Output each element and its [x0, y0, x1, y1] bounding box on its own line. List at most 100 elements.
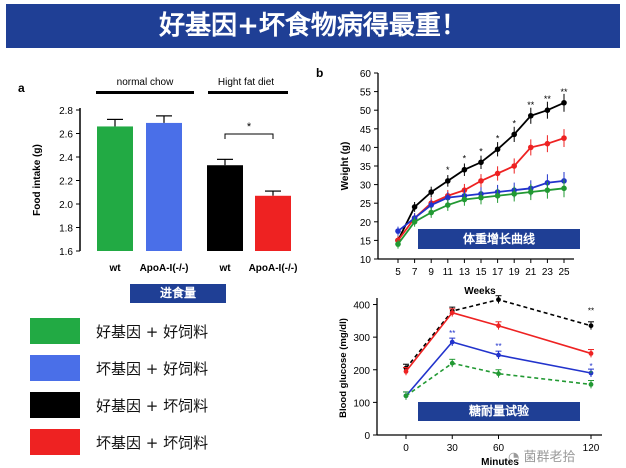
- panel-label: b: [316, 66, 323, 80]
- data-point: [511, 163, 517, 169]
- data-point: [411, 219, 418, 225]
- bar-3: [207, 165, 243, 251]
- series-line-4: [405, 362, 592, 397]
- significance-mark: *: [479, 146, 483, 156]
- significance-mark: *: [463, 154, 467, 164]
- y-tick-label: 30: [360, 181, 372, 192]
- x-tick-label: 0: [403, 443, 409, 454]
- data-point: [449, 310, 455, 316]
- x-tick-label: 120: [583, 443, 600, 454]
- data-point: [496, 323, 501, 329]
- data-point: [428, 189, 434, 195]
- group-label-normal-chow: normal chow: [117, 77, 174, 88]
- data-point: [395, 241, 401, 247]
- data-point: [496, 371, 501, 377]
- data-point: [478, 159, 484, 166]
- glucose-tolerance-line-chart: 0 100 200 300 400 0 30 60 120 Minutes Blood glucos…: [338, 295, 602, 468]
- y-tick-label: 2.8: [59, 106, 73, 117]
- significance-bracket: [224, 133, 274, 139]
- x-tick-label: 13: [459, 267, 471, 278]
- significance-mark: *: [589, 369, 592, 378]
- data-point: [588, 370, 594, 376]
- y-tick-label: 300: [353, 333, 370, 344]
- legend-label: 好基因 + 坏饲料: [96, 397, 209, 415]
- y-tick-label: 400: [353, 301, 370, 312]
- data-point: [496, 352, 501, 358]
- x-tick-label: 60: [493, 443, 505, 454]
- data-point: [588, 323, 594, 329]
- data-point: [561, 135, 567, 141]
- wechat-icon: ◔: [508, 450, 520, 465]
- x-tick-label: 7: [412, 267, 418, 278]
- data-point: [588, 382, 594, 387]
- significance-mark: *: [496, 133, 500, 143]
- data-point: [588, 351, 594, 356]
- y-tick-label: 2.6: [59, 130, 73, 141]
- data-point: [403, 368, 409, 374]
- significance-mark: **: [544, 94, 552, 104]
- data-point: [528, 144, 534, 151]
- data-point: [449, 360, 455, 366]
- x-category-label: ApoA-I(-/-): [140, 263, 189, 274]
- y-tick-label: 20: [360, 218, 372, 229]
- x-tick-label: 25: [558, 267, 570, 278]
- data-point: [544, 187, 551, 193]
- data-point: [428, 202, 434, 208]
- data-point: [461, 166, 468, 173]
- data-point: [561, 185, 567, 192]
- x-tick-label: 9: [428, 267, 434, 278]
- y-tick-label: 25: [360, 199, 372, 210]
- legend-label: 坏基因 + 坏饲料: [96, 434, 209, 452]
- y-tick-label: 200: [353, 366, 370, 377]
- data-point: [544, 140, 551, 147]
- y-axis-label: Blood glucose (mg/dl): [338, 318, 349, 418]
- data-point: [511, 131, 517, 138]
- weight-growth-line-chart: b 10 15 20 25 30 35 40 45 50 55 60 5 7 9 11 13 15 17 19 21 23…: [316, 66, 574, 296]
- bar-4: [255, 195, 291, 251]
- legend-swatch: [30, 318, 80, 344]
- series-line-2: [405, 311, 592, 372]
- significance-mark: **: [588, 307, 594, 316]
- significance-mark: **: [449, 329, 455, 338]
- legend-swatch: [30, 429, 80, 455]
- data-point: [544, 107, 551, 113]
- data-point: [445, 202, 451, 208]
- food-intake-caption-text: 进食量: [159, 286, 196, 300]
- significance-mark: **: [527, 100, 535, 110]
- significance-mark: **: [495, 342, 501, 351]
- food-intake-bar-chart: a normal chow Hight fat diet 1.6 1.8 2.0 2.2 2.…: [18, 77, 297, 274]
- x-tick-label: 5: [395, 267, 401, 278]
- food-intake-caption: 进食量: [130, 284, 226, 303]
- data-point: [445, 178, 451, 184]
- x-tick-label: 30: [447, 443, 459, 454]
- y-tick-label: 10: [360, 255, 372, 266]
- x-axis-label: Minutes: [481, 457, 519, 468]
- bar-2: [146, 122, 182, 251]
- series-line-3: [405, 341, 592, 397]
- data-point: [511, 191, 517, 197]
- significance-mark: *: [512, 118, 516, 128]
- y-tick-label: 50: [360, 106, 372, 117]
- x-tick-label: 11: [443, 267, 454, 278]
- data-point: [528, 112, 534, 119]
- data-point: [461, 196, 468, 203]
- series-line-1: [405, 298, 592, 369]
- significance-mark: **: [560, 87, 568, 97]
- weight-growth-caption-text: 体重增长曲线: [462, 232, 535, 246]
- panel-label: a: [18, 81, 25, 95]
- data-point: [428, 209, 434, 216]
- group-label-high-fat: Hight fat diet: [218, 77, 274, 88]
- legend-swatch: [30, 355, 80, 381]
- data-point: [411, 204, 418, 210]
- x-category-label: wt: [218, 263, 231, 274]
- x-category-label: wt: [108, 263, 121, 274]
- legend-label: 好基因 + 好饲料: [96, 323, 209, 341]
- data-point: [478, 178, 484, 184]
- y-tick-label: 100: [353, 398, 370, 409]
- data-point: [528, 189, 534, 195]
- data-point: [449, 339, 455, 345]
- y-axis-label: Weight (g): [340, 142, 351, 191]
- y-axis-label: Food intake (g): [32, 144, 43, 216]
- data-point: [494, 146, 501, 153]
- data-point: [395, 228, 401, 234]
